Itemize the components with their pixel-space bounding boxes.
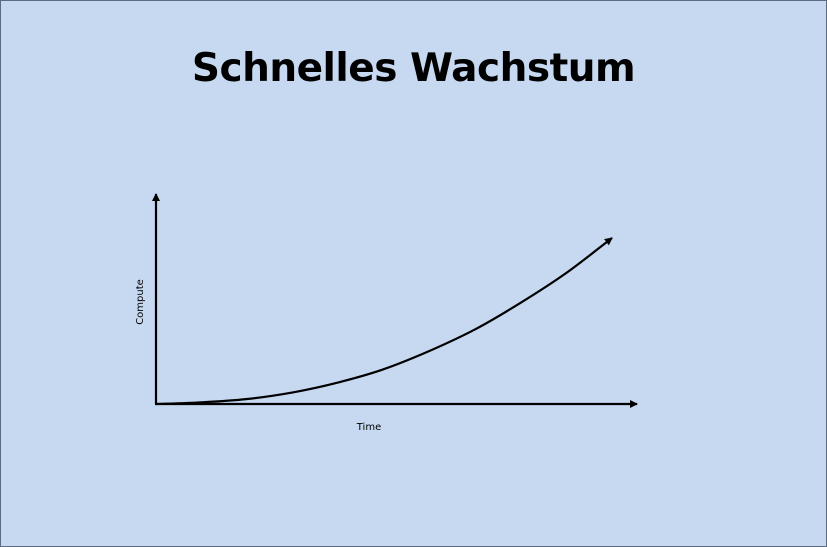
x-axis-label: Time	[356, 422, 381, 433]
series-line-0	[155, 237, 613, 406]
series-layer	[155, 237, 613, 406]
y-axis-label: Compute	[135, 279, 146, 325]
slide-title: Schnelles Wachstum	[191, 46, 636, 91]
